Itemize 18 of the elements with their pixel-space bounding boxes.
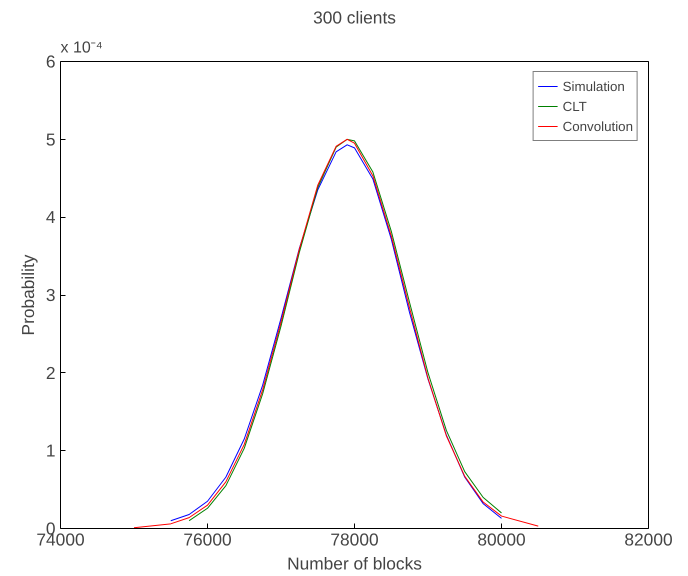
y-tick-label: 1	[46, 440, 56, 461]
y-tick-label: 3	[46, 285, 56, 305]
y-axis-title: Probability	[18, 254, 38, 336]
x-tick-label: 82000	[624, 530, 673, 550]
x-axis-title: Number of blocks	[287, 554, 422, 574]
y-tick-label: 5	[46, 129, 56, 150]
x-tick-label: 78000	[330, 530, 379, 550]
text: x 10⁻⁴	[60, 40, 103, 56]
y-tick-label: 4	[46, 207, 56, 228]
chart-title: 300 clients	[313, 8, 396, 28]
legend-label: Convolution	[562, 118, 633, 134]
legend-label: CLT	[562, 98, 587, 114]
x-tick-label: 76000	[183, 530, 232, 550]
y-tick-label: 2	[46, 362, 56, 383]
y-tick-label: 6	[46, 52, 56, 72]
line-series	[134, 138, 539, 528]
x-tick-label: 80000	[477, 530, 526, 550]
legend-label: Simulation	[562, 78, 625, 94]
